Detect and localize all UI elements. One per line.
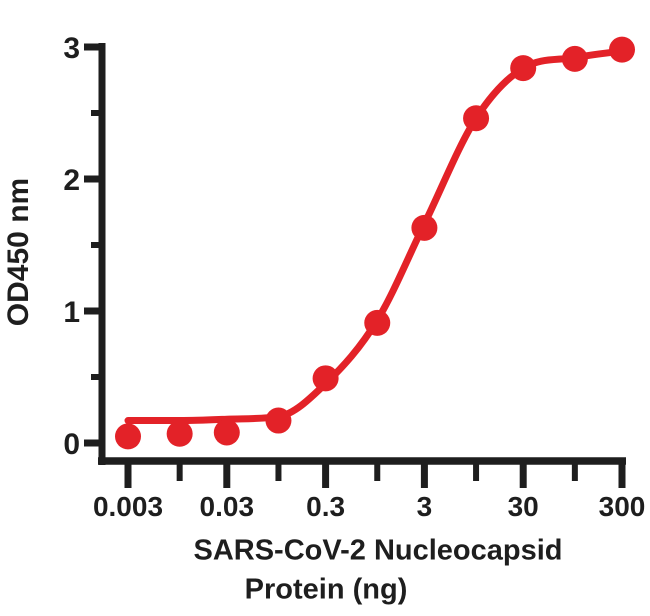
data-point [510, 55, 537, 82]
x-axis-title-line1: SARS-CoV-2 Nucleocapsid [193, 534, 563, 567]
x-tick-label: 0.003 [93, 491, 163, 522]
x-tick-label: 0.3 [306, 491, 345, 522]
x-tick-label: 300 [599, 491, 646, 522]
data-point [213, 419, 240, 446]
data-point [265, 407, 292, 434]
y-tick-label: 3 [63, 32, 80, 65]
data-point [463, 105, 490, 132]
y-tick-label: 2 [63, 164, 80, 197]
fit-curve [124, 47, 626, 425]
x-tick-label: 30 [508, 491, 539, 522]
data-point [561, 45, 588, 72]
data-point [166, 420, 193, 447]
data-point [609, 36, 635, 63]
y-axis-title: OD450 nm [2, 177, 35, 327]
y-tick-label: 1 [63, 296, 80, 329]
x-axis-title-line2: Protein (ng) [244, 573, 408, 606]
data-point [312, 365, 339, 392]
data-point [411, 214, 438, 241]
data-point [364, 309, 391, 336]
data-point [115, 423, 141, 450]
y-tick-label: 0 [63, 428, 80, 461]
x-tick-label: 0.03 [200, 491, 255, 522]
x-tick-label: 3 [417, 491, 433, 522]
